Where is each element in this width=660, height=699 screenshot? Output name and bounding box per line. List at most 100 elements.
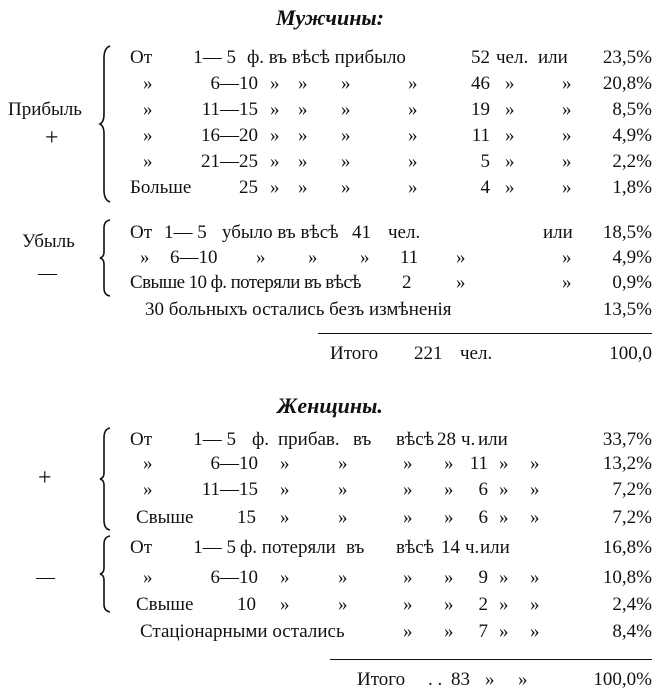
cell: » bbox=[341, 99, 351, 120]
cell: » bbox=[298, 99, 308, 120]
cell: » bbox=[270, 99, 280, 120]
cell: 2,2% bbox=[612, 151, 652, 172]
total-divider bbox=[330, 659, 652, 660]
cell: 6—10 bbox=[210, 73, 259, 94]
cell: 1— 5 bbox=[193, 537, 236, 558]
cell: » bbox=[562, 151, 572, 172]
cell: » bbox=[562, 99, 572, 120]
cell: 6 bbox=[478, 479, 489, 500]
cell: » bbox=[505, 73, 515, 94]
cell: 1,8% bbox=[612, 177, 652, 198]
cell: 13,5% bbox=[602, 299, 652, 320]
cell: » bbox=[143, 479, 153, 500]
cell: » bbox=[256, 247, 266, 268]
cell: Свыше bbox=[136, 594, 194, 615]
cell: От bbox=[130, 429, 153, 450]
brace bbox=[99, 535, 111, 613]
cell: » bbox=[341, 125, 351, 146]
cell: 7,2% bbox=[612, 479, 652, 500]
cell: » bbox=[280, 567, 290, 588]
cell: 25 bbox=[239, 177, 258, 198]
cell: 0,9% bbox=[612, 272, 652, 293]
cell: » bbox=[562, 247, 572, 268]
cell: ф. bbox=[252, 429, 270, 450]
minus-sign: — bbox=[38, 263, 57, 284]
cell: 4 bbox=[480, 177, 491, 198]
cell: » bbox=[562, 177, 572, 198]
cell: » bbox=[403, 507, 413, 528]
cell: 8,5% bbox=[612, 99, 652, 120]
loss-label: Убыль bbox=[22, 231, 75, 252]
cell: вѣсѣ bbox=[396, 429, 435, 450]
cell: въ bbox=[346, 537, 365, 558]
cell: 6—10 bbox=[210, 567, 259, 588]
cell: » bbox=[143, 99, 153, 120]
cell: » bbox=[499, 507, 509, 528]
cell: » bbox=[562, 272, 572, 293]
cell: » bbox=[562, 73, 572, 94]
cell: 52 bbox=[471, 47, 490, 68]
cell: ч. bbox=[465, 537, 480, 558]
cell: От bbox=[130, 537, 153, 558]
cell: прибав. bbox=[278, 429, 340, 450]
cell: » bbox=[143, 453, 153, 474]
cell: » bbox=[444, 621, 454, 642]
cell: » bbox=[270, 125, 280, 146]
cell: » bbox=[499, 453, 509, 474]
cell: » bbox=[499, 567, 509, 588]
cell: или bbox=[480, 537, 510, 558]
cell: » bbox=[403, 621, 413, 642]
cell: 1— 5 bbox=[193, 429, 236, 450]
cell: чел. bbox=[496, 47, 529, 68]
minus-sign: — bbox=[36, 567, 55, 588]
cell: » bbox=[298, 125, 308, 146]
cell: » bbox=[505, 177, 515, 198]
cell: 28 bbox=[437, 429, 456, 450]
cell: 11—15 bbox=[201, 99, 258, 120]
cell: » bbox=[280, 507, 290, 528]
cell: » bbox=[298, 73, 308, 94]
cell: » bbox=[280, 594, 290, 615]
cell: 221 bbox=[414, 343, 443, 364]
cell: 6—10 bbox=[170, 247, 218, 268]
cell: 30 больныхъ остались безъ измѣненія bbox=[145, 299, 452, 320]
cell: » bbox=[499, 594, 509, 615]
cell: 41 bbox=[352, 222, 371, 243]
cell: » bbox=[485, 669, 495, 690]
cell: » bbox=[270, 177, 280, 198]
cell: или bbox=[538, 47, 568, 68]
cell: вѣсѣ bbox=[396, 537, 435, 558]
cell: » bbox=[530, 621, 540, 642]
cell: 23,5% bbox=[602, 47, 652, 68]
cell: 19 bbox=[471, 99, 490, 120]
cell: 2,4% bbox=[612, 594, 652, 615]
cell: » bbox=[338, 453, 348, 474]
cell: » bbox=[403, 453, 413, 474]
cell: Стаціонарными остались bbox=[140, 621, 345, 642]
cell: 100,0 bbox=[609, 343, 652, 364]
cell: » bbox=[280, 453, 290, 474]
cell: чел. bbox=[460, 343, 493, 364]
cell: 14 bbox=[441, 537, 460, 558]
cell: или bbox=[543, 222, 573, 243]
cell: » bbox=[499, 621, 509, 642]
cell: 4,9% bbox=[612, 247, 652, 268]
cell: » bbox=[444, 453, 454, 474]
cell: » bbox=[143, 73, 153, 94]
cell: 1— 5 bbox=[193, 47, 236, 68]
cell: 11 bbox=[469, 453, 488, 474]
cell: 33,7% bbox=[602, 429, 652, 450]
cell: 16—20 bbox=[201, 125, 258, 146]
cell: » bbox=[308, 247, 318, 268]
cell: 46 bbox=[471, 73, 490, 94]
cell: 8,4% bbox=[612, 621, 652, 642]
cell: убыло въ вѣсѣ bbox=[222, 222, 339, 243]
cell: 7,2% bbox=[612, 507, 652, 528]
cell: » bbox=[444, 507, 454, 528]
cell: » bbox=[530, 567, 540, 588]
cell: » bbox=[505, 99, 515, 120]
cell: 18,5% bbox=[602, 222, 652, 243]
cell: или bbox=[478, 429, 508, 450]
cell: » bbox=[270, 73, 280, 94]
men-title: Мужчины: bbox=[275, 5, 385, 30]
